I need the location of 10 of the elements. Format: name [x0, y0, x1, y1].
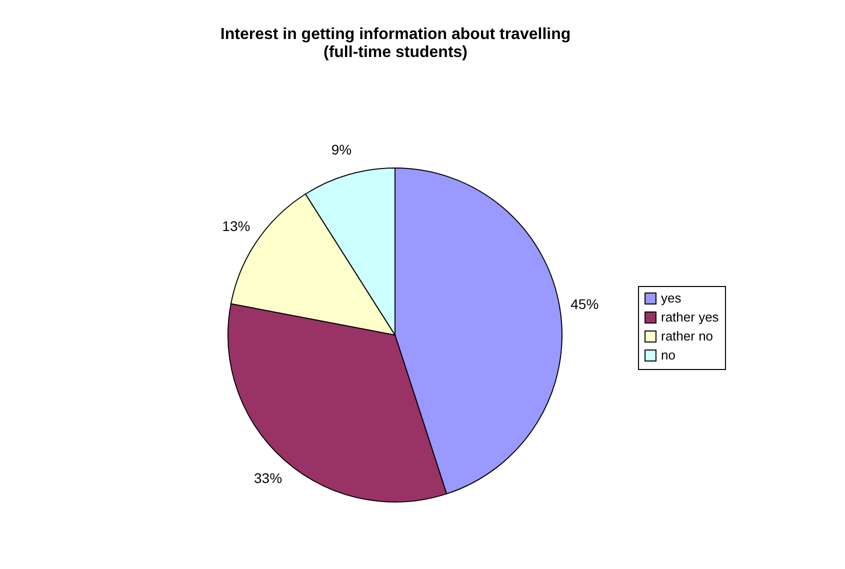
data-label: 9% [331, 142, 352, 158]
legend-label: no [661, 348, 676, 362]
legend-label: rather yes [661, 310, 720, 324]
text: Interest in getting information about travelling [220, 26, 571, 43]
data-label: 33% [254, 470, 282, 486]
legend-label: rather no [661, 328, 714, 344]
legend-label: yes [661, 290, 682, 306]
data-label: 13% [222, 218, 250, 234]
data-label: 45% [570, 296, 599, 312]
text: (full-time students) [324, 44, 468, 61]
